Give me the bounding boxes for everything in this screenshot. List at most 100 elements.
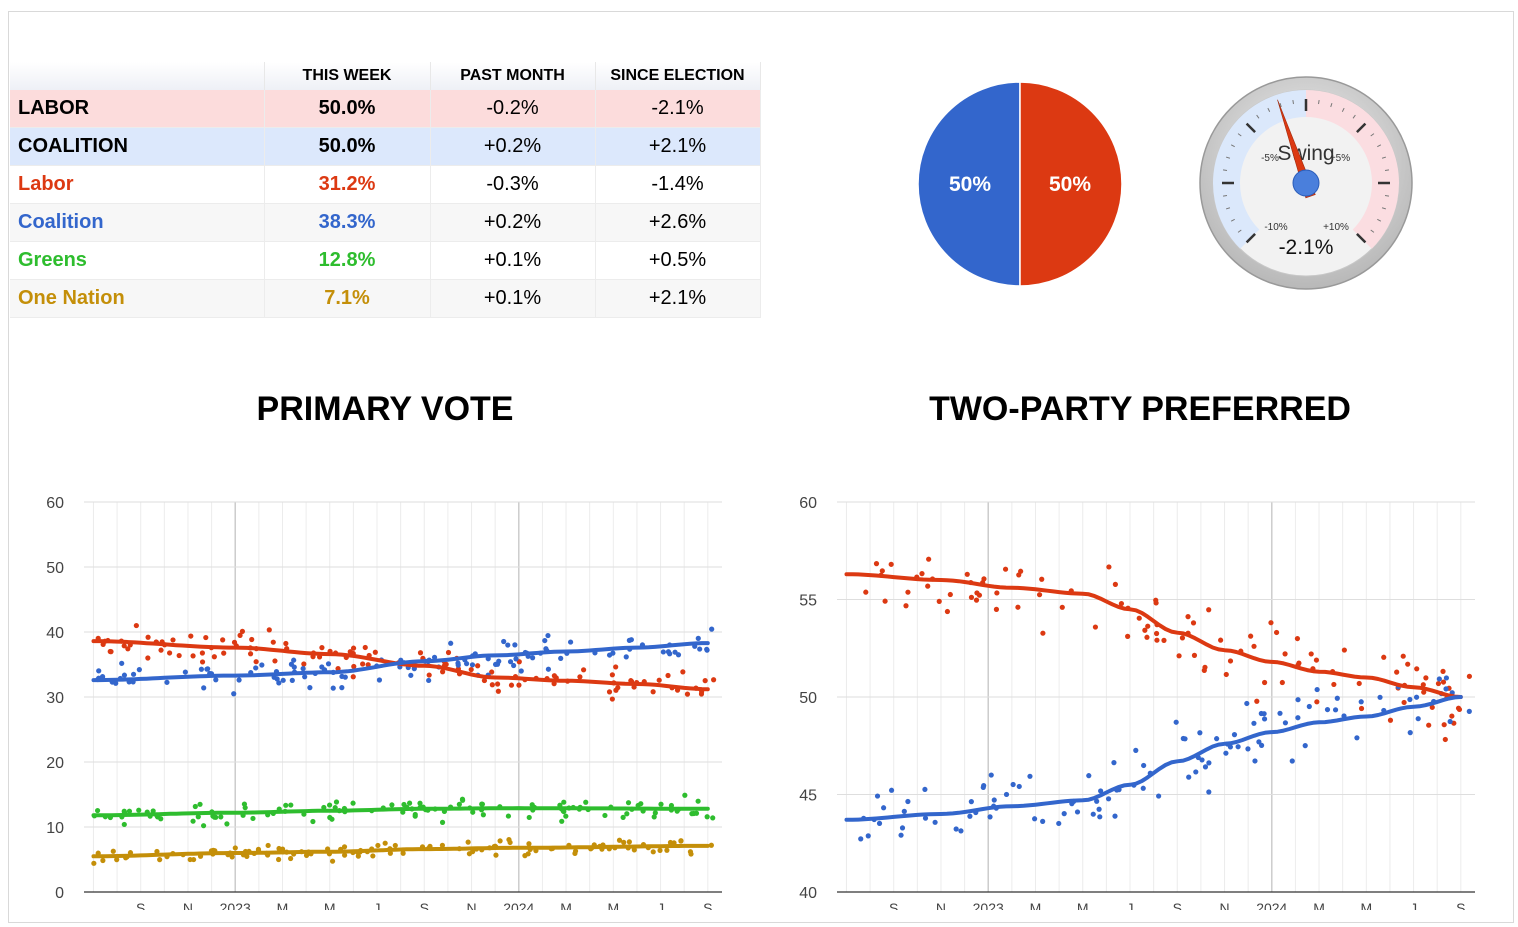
- gauge-minor-tick: [1377, 144, 1382, 148]
- header-this-week: THIS WEEK: [264, 62, 431, 90]
- poll-point-one-nation: [687, 849, 694, 855]
- poll-point-labor: [1153, 597, 1159, 603]
- poll-point-labor: [882, 598, 888, 604]
- poll-point-greens: [561, 808, 567, 815]
- gauge-major-tick: [1356, 122, 1367, 133]
- gauge-hub: [1292, 169, 1320, 197]
- poll-point-coalition: [1206, 789, 1212, 795]
- poll-point-coalition: [463, 661, 470, 667]
- x-tick-label: S: [420, 900, 429, 910]
- y-tick-label: 40: [46, 625, 64, 642]
- poll-point-labor: [711, 677, 717, 683]
- poll-point-labor: [1449, 713, 1455, 719]
- poll-point-one-nation: [506, 836, 512, 843]
- poll-point-labor: [925, 583, 931, 589]
- poll-point-labor: [221, 650, 227, 656]
- poll-point-labor: [1218, 637, 1224, 643]
- poll-point-greens: [456, 801, 462, 807]
- poll-summary-table: THIS WEEK PAST MONTH SINCE ELECTION LABO…: [10, 62, 761, 318]
- poll-point-labor: [1313, 657, 1320, 663]
- table-row-greens: Greens 12.8% +0.1% +0.5%: [10, 241, 761, 280]
- poll-point-coalition: [899, 825, 906, 831]
- gauge-minor-tick: [1370, 229, 1375, 233]
- poll-point-coalition: [1105, 796, 1112, 802]
- x-tick-label: J: [1410, 900, 1417, 910]
- poll-point-coalition: [1003, 791, 1010, 798]
- poll-point-coalition: [96, 668, 102, 674]
- poll-point-labor: [1268, 620, 1274, 626]
- poll-point-labor: [1106, 564, 1112, 570]
- poll-point-labor: [650, 689, 656, 695]
- poll-point-greens: [190, 818, 196, 824]
- poll-point-greens: [195, 814, 201, 820]
- poll-point-greens: [682, 792, 688, 798]
- poll-point-coalition: [697, 646, 703, 652]
- poll-point-coalition: [695, 635, 701, 641]
- poll-point-coalition: [1010, 781, 1016, 788]
- poll-point-one-nation: [493, 852, 499, 858]
- poll-point-coalition: [376, 677, 383, 683]
- poll-point-coalition: [967, 813, 973, 819]
- gauge-minor-tick: [1381, 207, 1387, 210]
- poll-point-labor: [981, 576, 987, 582]
- poll-point-coalition: [253, 665, 259, 671]
- gauge-minor-tick: [1267, 107, 1271, 112]
- gauge-minor-tick: [1230, 144, 1235, 148]
- poll-point-coalition: [901, 808, 907, 814]
- poll-point-greens: [327, 802, 333, 808]
- tpp-pie-chart: 50% 50%: [917, 81, 1123, 287]
- poll-point-labor: [1144, 634, 1150, 640]
- poll-point-one-nation: [110, 848, 116, 854]
- x-tick-label: M: [607, 900, 619, 910]
- trend-line-one-nation: [91, 843, 710, 859]
- poll-point-coalition: [136, 667, 142, 673]
- header-past-month: PAST MONTH: [430, 62, 596, 90]
- poll-point-greens: [350, 800, 356, 806]
- poll-point-coalition: [130, 671, 137, 677]
- poll-point-labor: [1016, 572, 1022, 578]
- gauge-minor-tick: [1352, 114, 1356, 119]
- poll-point-coalition: [898, 832, 904, 838]
- poll-point-one-nation: [157, 857, 163, 863]
- poll-point-coalition: [1314, 686, 1320, 693]
- poll-point-coalition: [1252, 758, 1258, 764]
- poll-point-labor: [319, 645, 325, 651]
- poll-point-labor: [249, 636, 255, 643]
- poll-point-coalition: [1173, 719, 1179, 725]
- poll-point-coalition: [339, 685, 345, 691]
- poll-point-greens: [710, 815, 716, 821]
- poll-point-coalition: [980, 784, 986, 791]
- poll-point-coalition: [512, 642, 518, 648]
- poll-point-labor: [1421, 689, 1427, 695]
- poll-point-labor: [301, 661, 307, 667]
- poll-point-labor: [1405, 661, 1411, 667]
- poll-point-greens: [126, 808, 133, 814]
- poll-point-coalition: [1086, 773, 1092, 779]
- poll-point-labor: [508, 682, 515, 688]
- poll-point-one-nation: [370, 853, 376, 859]
- table-row-coalition-2pp: COALITION 50.0% +0.2% +2.1%: [10, 127, 761, 166]
- poll-point-labor: [199, 659, 206, 665]
- table-row-labor-2pp: LABOR 50.0% -0.2% -2.1%: [10, 90, 761, 128]
- poll-point-labor: [199, 650, 205, 656]
- poll-point-labor: [1153, 630, 1160, 637]
- header-since-election: SINCE ELECTION: [595, 62, 761, 90]
- poll-point-labor: [1294, 635, 1301, 642]
- y-tick-label: 60: [46, 495, 64, 512]
- poll-point-coalition: [1354, 735, 1360, 741]
- x-tick-label: 2023: [973, 900, 1004, 910]
- poll-point-coalition: [182, 669, 188, 675]
- poll-point-labor: [1314, 699, 1320, 705]
- poll-point-labor: [609, 672, 615, 678]
- poll-point-labor: [873, 561, 880, 567]
- poll-point-one-nation: [392, 842, 398, 849]
- poll-point-coalition: [991, 797, 997, 803]
- gauge-minor-tick: [1370, 133, 1375, 137]
- poll-point-labor: [1145, 623, 1151, 629]
- poll-point-greens: [327, 814, 333, 821]
- poll-point-one-nation: [657, 847, 663, 854]
- swing-gauge: -5% +5% -10% +10% Swing -2.1%: [1199, 76, 1413, 290]
- poll-point-one-nation: [114, 857, 120, 863]
- poll-point-greens: [479, 801, 485, 807]
- poll-point-coalition: [1407, 696, 1413, 703]
